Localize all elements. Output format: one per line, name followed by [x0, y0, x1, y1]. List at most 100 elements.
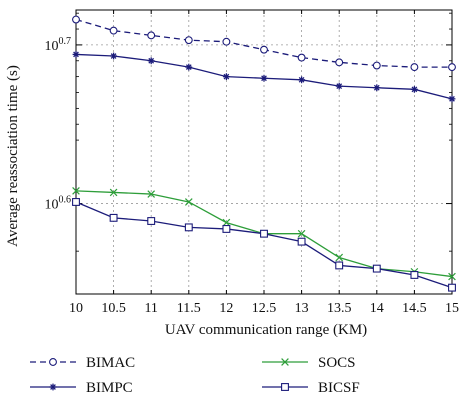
data-point-bimac [335, 58, 344, 67]
x-marker-stroke [335, 253, 344, 262]
data-point-bimpc [72, 51, 80, 58]
x-marker-stroke [222, 218, 231, 227]
data-point-bicsf [260, 229, 268, 238]
legend-item-bimac: BIMAC [30, 355, 135, 371]
x-marker-stroke [147, 190, 156, 198]
data-point-bimac [410, 63, 419, 72]
x-tick-label: 13 [295, 301, 309, 316]
star-marker-stroke [449, 95, 455, 102]
data-point-socs [147, 190, 156, 198]
data-point-bimpc [373, 84, 381, 92]
series-layer [72, 15, 456, 292]
series-line-bicsf [75, 201, 453, 289]
x-tick-label: 12 [219, 301, 233, 316]
x-tick-label: 15 [445, 301, 459, 316]
data-point-bimac [260, 45, 268, 54]
y-tick-label: 100.7 [45, 36, 72, 54]
x-marker-stroke [448, 272, 456, 281]
data-point-bicsf [372, 264, 381, 273]
data-point-bicsf [335, 261, 344, 270]
star-marker-stroke [223, 73, 230, 80]
data-point-bicsf [109, 213, 118, 222]
data-point-socs [335, 253, 344, 262]
data-point-socs [72, 187, 80, 195]
tick-labels: 10 10.5 11 11.5 12 12.5 13 13.5 14 14.5 15 100.7 100… [45, 36, 460, 316]
star-marker-stroke [373, 84, 380, 91]
axes-layer [75, 9, 453, 295]
data-point-bimac [72, 15, 80, 24]
legend-item-socs: SOCS [262, 355, 356, 371]
x-marker-stroke [184, 198, 193, 206]
data-point-bimpc [223, 73, 230, 81]
legend-marker-socs [281, 358, 289, 366]
legend-label-socs: SOCS [318, 355, 356, 371]
x-marker-stroke [109, 188, 118, 197]
star-marker-stroke [50, 384, 56, 390]
x-marker-stroke [72, 187, 80, 195]
legend-marker-bimpc [49, 383, 57, 391]
x-tick-label: 10.5 [101, 301, 126, 316]
legend-marker-bimac [49, 358, 57, 366]
data-point-bicsf [72, 198, 80, 206]
star-marker-stroke [110, 53, 117, 59]
series-bicsf [72, 198, 456, 292]
star-marker-stroke [336, 83, 343, 90]
legend-label-bicsf: BICSF [318, 380, 360, 396]
data-point-bimpc [448, 95, 456, 103]
series-bimpc [72, 51, 456, 103]
star-marker-stroke [148, 57, 155, 64]
star-marker-stroke [298, 76, 305, 83]
x-tick-label: 14 [370, 301, 384, 316]
x-tick-label: 13.5 [327, 301, 352, 316]
legend-marker-bicsf [281, 383, 289, 391]
x-marker-stroke [297, 229, 306, 238]
data-point-bicsf [184, 223, 193, 232]
data-point-socs [184, 198, 193, 206]
x-tick-label: 11.5 [177, 301, 201, 316]
x-tick-label: 14.5 [402, 301, 427, 316]
data-point-socs [297, 229, 306, 238]
data-point-bimac [297, 53, 306, 62]
data-point-bimac [448, 63, 456, 72]
legend-item-bimpc: BIMPC [30, 380, 133, 396]
star-marker-stroke [185, 64, 192, 70]
legend: BIMAC BIMPC SOCS BICSF [30, 355, 360, 396]
data-point-bicsf [448, 283, 456, 292]
y-axis-title: Average reassociation time (s) [5, 65, 21, 247]
data-point-bimac [109, 26, 118, 35]
x-tick-label: 12.5 [252, 301, 277, 316]
data-point-bicsf [410, 271, 419, 279]
data-point-bimpc [110, 52, 117, 60]
star-marker-stroke [261, 75, 267, 82]
data-point-bicsf [297, 237, 306, 246]
star-marker-stroke [73, 51, 79, 58]
data-point-bimpc [298, 76, 305, 84]
x-marker-stroke [281, 358, 289, 366]
x-tick-label: 10 [69, 301, 83, 316]
legend-item-bicsf: BICSF [262, 380, 360, 396]
data-point-socs [109, 188, 118, 197]
data-point-bimpc [147, 57, 155, 65]
data-point-bimac [184, 36, 193, 45]
star-marker-stroke [411, 86, 418, 93]
data-point-bimpc [185, 63, 193, 71]
data-point-bimpc [411, 85, 418, 93]
plot-frame [75, 9, 453, 295]
data-point-bicsf [222, 224, 231, 233]
data-point-bimac [147, 31, 156, 40]
legend-label-bimac: BIMAC [86, 355, 135, 371]
series-bimac [72, 15, 456, 72]
data-point-bimpc [335, 82, 343, 90]
x-axis-title: UAV communication range (KM) [165, 322, 367, 338]
data-point-bimac [372, 61, 381, 70]
data-point-socs [222, 218, 231, 227]
data-point-bimac [222, 37, 231, 46]
data-point-bicsf [147, 217, 156, 225]
x-tick-label: 11 [144, 301, 157, 316]
y-tick-label: 100.6 [45, 195, 72, 213]
legend-label-bimpc: BIMPC [86, 380, 133, 396]
data-point-bimpc [260, 74, 268, 82]
data-point-socs [448, 272, 456, 281]
